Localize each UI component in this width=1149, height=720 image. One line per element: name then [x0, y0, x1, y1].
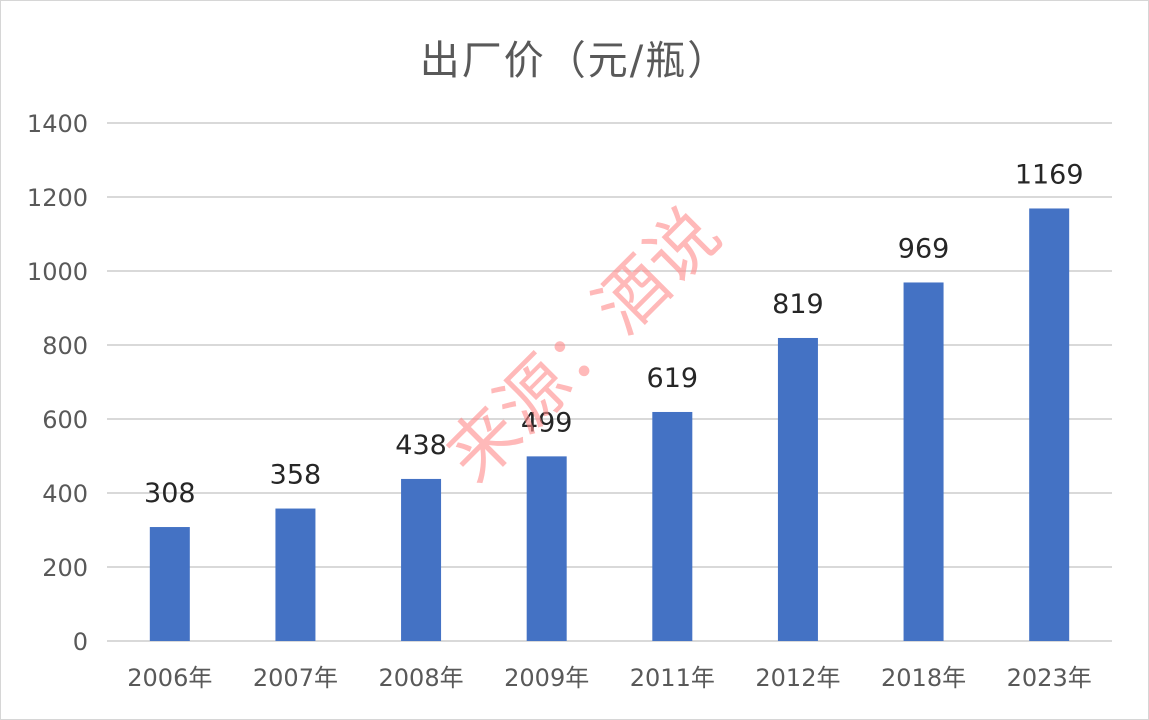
y-tick-label: 1000 [27, 258, 88, 286]
bar [777, 337, 818, 641]
data-labels: 308 358 438 499 619 819 969 1169 [144, 159, 1084, 509]
x-category-label: 2008年 [379, 664, 464, 692]
y-axis-ticks: 0 200 400 600 800 1000 1200 1400 [27, 110, 88, 656]
bar [149, 527, 190, 641]
y-tick-label: 200 [42, 554, 88, 582]
x-category-label: 2011年 [630, 664, 715, 692]
chart-title: 出厂价（元/瓶） [419, 38, 730, 84]
data-label: 819 [772, 289, 824, 320]
data-label: 619 [647, 363, 699, 394]
y-tick-label: 0 [73, 628, 88, 656]
y-tick-label: 1200 [27, 184, 88, 212]
x-category-label: 2006年 [127, 664, 212, 692]
x-category-label: 2023年 [1007, 664, 1092, 692]
x-category-label: 2012年 [755, 664, 840, 692]
y-tick-label: 800 [42, 332, 88, 360]
gridlines [107, 122, 1112, 642]
data-label: 969 [898, 233, 950, 264]
y-tick-label: 600 [42, 406, 88, 434]
bar [526, 456, 567, 641]
x-axis-categories: 2006年 2007年 2008年 2009年 2011年 2012年 2018年 2023年 [127, 664, 1091, 692]
y-tick-label: 1400 [27, 110, 88, 138]
bars [149, 208, 1070, 641]
bar [1029, 208, 1070, 641]
x-category-label: 2007年 [253, 664, 338, 692]
x-category-label: 2009年 [504, 664, 589, 692]
data-label: 308 [144, 478, 196, 509]
bar [652, 411, 693, 641]
x-category-label: 2018年 [881, 664, 966, 692]
y-tick-label: 400 [42, 480, 88, 508]
data-label: 1169 [1015, 159, 1084, 190]
bar [275, 508, 316, 641]
bar [903, 282, 944, 641]
data-label: 438 [395, 430, 447, 461]
bar [401, 478, 442, 641]
data-label: 358 [270, 460, 322, 491]
data-label: 499 [521, 407, 573, 438]
